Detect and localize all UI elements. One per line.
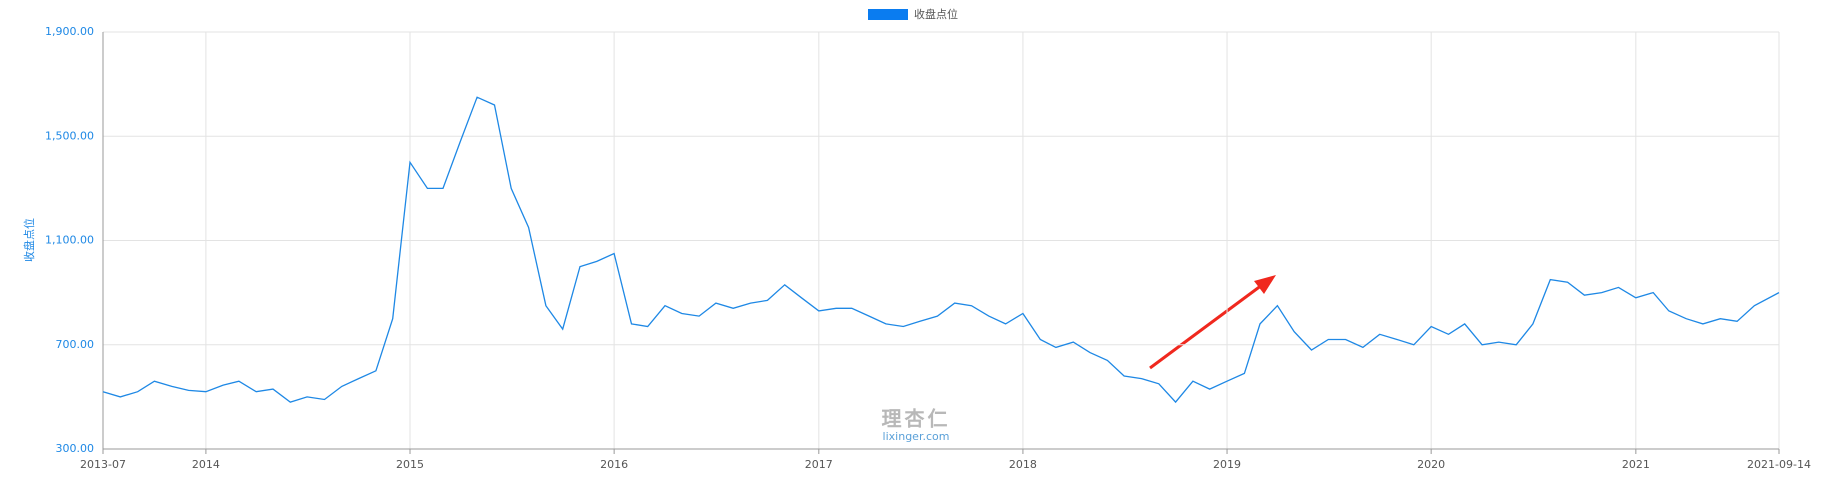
x-tick-label: 2019 [1213, 458, 1241, 471]
y-tick-label: 1,100.00 [45, 234, 94, 247]
y-tick-label: 300.00 [56, 442, 95, 455]
x-tick-label: 2013-07 [80, 458, 126, 471]
watermark-title: 理杏仁 [882, 407, 951, 431]
watermark-site: lixinger.com [883, 430, 950, 443]
x-tick-label: 2017 [805, 458, 833, 471]
x-tick-label: 2014 [192, 458, 220, 471]
y-tick-label: 1,500.00 [45, 129, 94, 142]
arrow-head [1254, 275, 1276, 294]
x-tick-label: 2016 [600, 458, 628, 471]
x-tick-label: 2020 [1417, 458, 1445, 471]
legend-label: 收盘点位 [914, 7, 958, 21]
y-tick-label: 1,900.00 [45, 25, 94, 38]
legend-swatch [868, 9, 908, 20]
x-tick-label: 2015 [396, 458, 424, 471]
annotation-arrow [1149, 275, 1276, 370]
y-tick-label: 700.00 [56, 338, 95, 351]
arrow-shaft [1149, 283, 1263, 370]
x-tick-label: 2018 [1009, 458, 1037, 471]
x-tick-label: 2021-09-14 [1747, 458, 1811, 471]
series-line [102, 96, 1780, 404]
x-tick-label: 2021 [1622, 458, 1650, 471]
y-axis-label: 收盘点位 [22, 218, 36, 262]
